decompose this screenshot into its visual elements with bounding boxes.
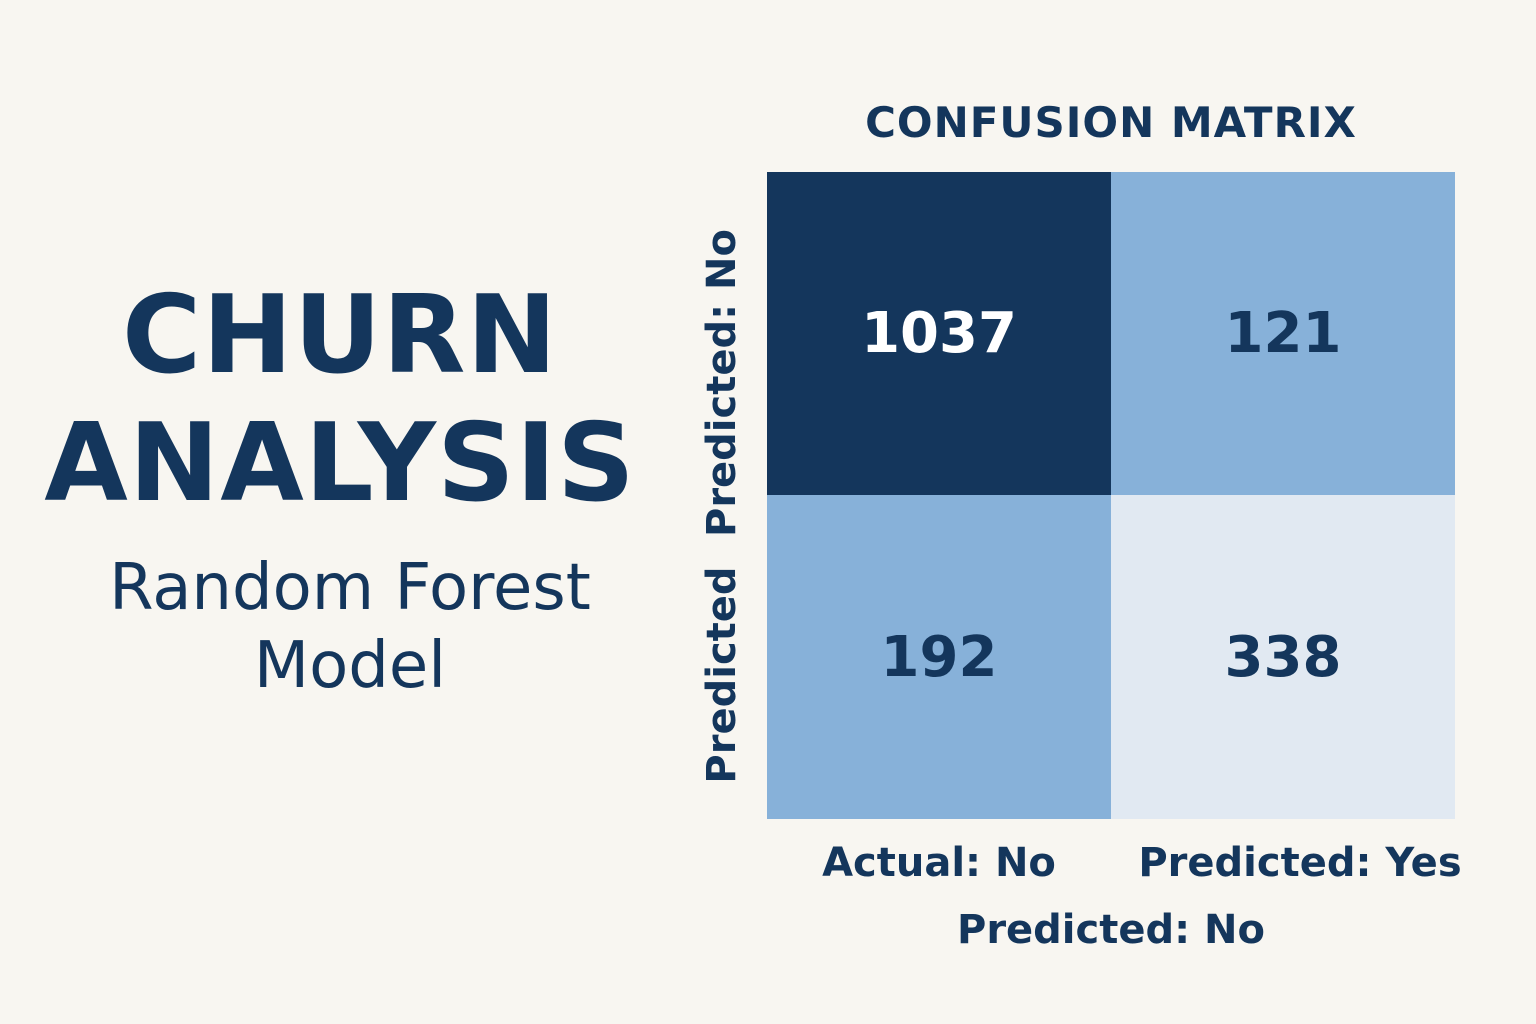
matrix-cell-r0-c1: 121 bbox=[1111, 172, 1455, 495]
subtitle-random-forest: Random Forest bbox=[109, 551, 591, 625]
matrix-value-r0-c1: 121 bbox=[1224, 301, 1342, 366]
headline-analysis: ANALYSIS bbox=[44, 401, 636, 526]
column-label-left: Actual: No bbox=[822, 840, 1056, 886]
confusion-matrix: 1037 121 192 338 bbox=[767, 172, 1455, 819]
matrix-value-r1-c1: 338 bbox=[1224, 624, 1342, 690]
chart-title: CONFUSION MATRIX bbox=[865, 98, 1357, 147]
headline-churn: CHURN bbox=[122, 273, 558, 398]
matrix-cell-r0-c0: 1037 bbox=[767, 172, 1111, 495]
subtitle-model: Model bbox=[253, 629, 447, 703]
matrix-value-r1-c0: 192 bbox=[880, 624, 998, 690]
row-label-bottom: Predicted bbox=[699, 566, 745, 784]
matrix-cell-r1-c0: 192 bbox=[767, 495, 1111, 819]
x-axis-label: Predicted: No bbox=[957, 907, 1265, 953]
matrix-cell-r1-c1: 338 bbox=[1111, 495, 1455, 819]
matrix-value-r0-c0: 1037 bbox=[861, 301, 1017, 366]
column-label-right: Predicted: Yes bbox=[1138, 840, 1462, 886]
